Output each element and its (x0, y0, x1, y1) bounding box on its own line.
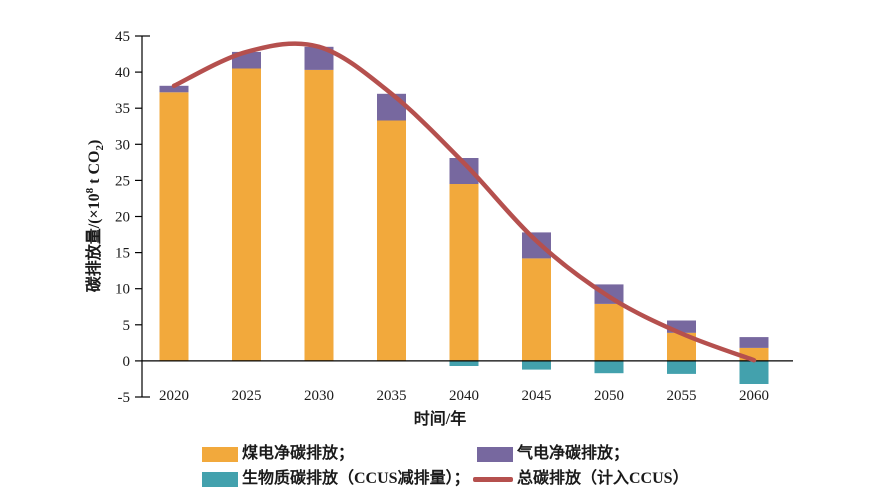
y-tick-label: 45 (115, 29, 130, 45)
bar-segment-coal-2030 (304, 69, 334, 361)
bar-segment-gas-2035 (377, 93, 406, 121)
bar-segment-coal-2025 (232, 68, 261, 361)
legend-item-total-line: 总碳排放（计入CCUS） (473, 470, 689, 488)
total-emissions-line (171, 41, 757, 363)
biomass-swatch-icon (202, 471, 238, 487)
x-tick-label: 2040 (449, 388, 479, 404)
y-tick-label: 5 (123, 318, 131, 334)
x-tick-label: 2030 (304, 388, 334, 404)
x-tick-label: 2050 (594, 388, 624, 404)
bar-segment-gas-2020 (159, 85, 189, 93)
x-tick-label: 2035 (377, 388, 407, 404)
gas-swatch-icon (477, 446, 513, 462)
total-line-swatch-icon (473, 476, 513, 482)
legend-label-total: 总碳排放（计入CCUS） (517, 470, 689, 487)
legend-item-coal: 煤电净碳排放； (202, 445, 354, 463)
bar-segment-biomass-2040 (449, 360, 479, 366)
bar-segment-gas-2060 (739, 337, 769, 348)
y-tick-label: -5 (118, 390, 131, 406)
bar-segment-coal-2040 (449, 184, 479, 361)
legend-label-biomass: 生物质碳排放（CCUS减排量）； (242, 470, 470, 487)
x-tick-label: 2055 (667, 388, 697, 404)
y-tick-label: 10 (115, 282, 130, 298)
x-tick-label: 2025 (232, 388, 262, 404)
bar-segment-coal-2020 (159, 92, 189, 361)
bar-segment-biomass-2055 (667, 360, 696, 374)
y-tick-label: 35 (115, 101, 130, 117)
coal-swatch-icon (202, 446, 238, 462)
x-tick-label: 2020 (159, 388, 189, 404)
y-tick-label: 0 (123, 354, 131, 370)
y-tick-label: 15 (115, 246, 130, 262)
bar-segment-gas-2045 (522, 232, 551, 259)
bar-segment-biomass-2045 (522, 360, 551, 370)
y-tick-label: 40 (115, 65, 130, 81)
bar-segment-coal-2035 (377, 120, 406, 361)
x-tick-label: 2060 (739, 388, 769, 404)
legend-item-biomass: 生物质碳排放（CCUS减排量）； (202, 470, 470, 488)
y-tick-label: 20 (115, 210, 130, 226)
x-tick-label: 2045 (522, 388, 552, 404)
bar-segment-coal-2050 (594, 303, 624, 361)
x-axis-label: 时间/年 (414, 409, 466, 428)
bar-segment-biomass-2050 (594, 360, 624, 374)
legend-label-coal: 煤电净碳排放； (242, 445, 355, 462)
bar-segment-gas-2030 (304, 46, 334, 70)
y-axis-label: 碳排放量/(×108 t CO2) (84, 140, 106, 293)
bar-segment-biomass-2060 (739, 360, 769, 384)
legend-label-gas: 气电净碳排放； (517, 445, 630, 462)
y-tick-label: 25 (115, 173, 130, 189)
y-tick-label: 30 (115, 137, 130, 153)
legend-item-gas: 气电净碳排放； (477, 445, 629, 463)
bar-segment-coal-2045 (522, 258, 551, 361)
